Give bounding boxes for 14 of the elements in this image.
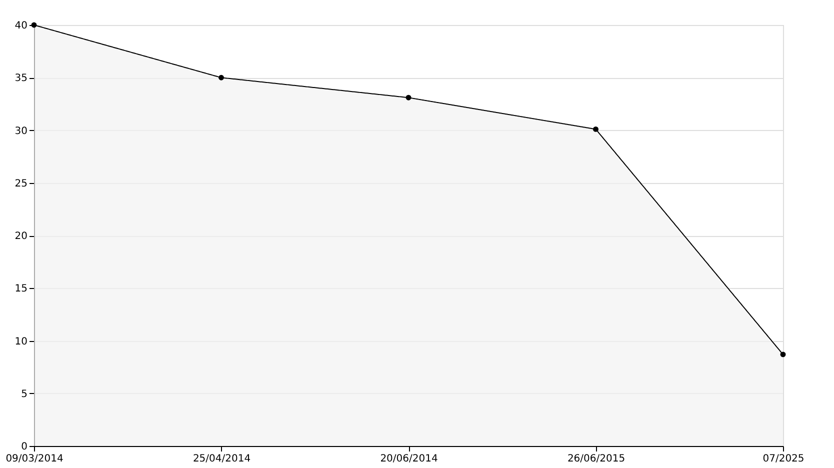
x-tick-label: 26/06/2015 [567,454,626,464]
x-tick-label: 07/2025 [762,454,804,464]
y-tick-label: 5 [21,388,28,400]
y-tick-label: 20 [14,231,28,242]
y-tick-label: 15 [14,284,28,295]
y-tick-label: 25 [14,178,28,190]
y-tick-label: 35 [14,73,28,84]
y-tick-label: 10 [14,336,28,348]
y-tick-label: 40 [14,20,28,32]
x-tick-label: 25/04/2014 [192,454,251,464]
y-tick-label: 30 [14,126,28,137]
y-tick-label: 0 [21,442,28,452]
x-tick-label: 20/06/2014 [380,454,438,464]
x-tick-label: 09/03/2014 [6,454,64,464]
